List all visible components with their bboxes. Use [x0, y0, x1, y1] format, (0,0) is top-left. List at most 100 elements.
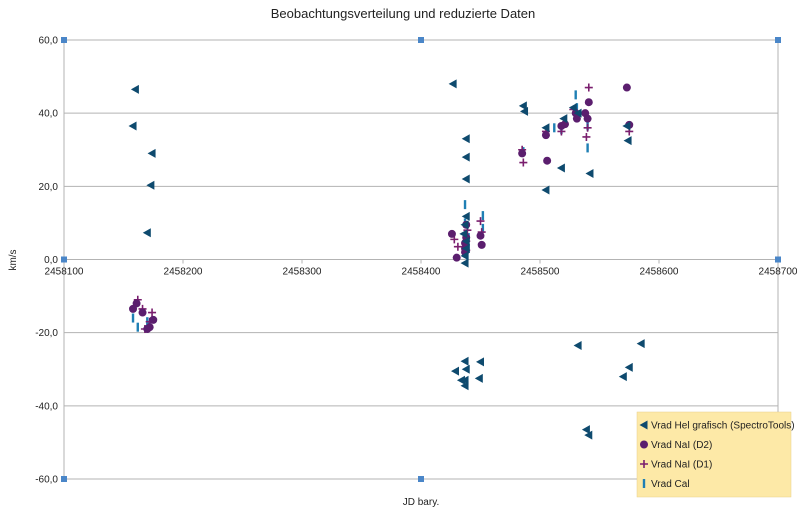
triangle-left-point [559, 114, 568, 124]
axes [61, 37, 781, 482]
circle-point [476, 231, 485, 240]
triangle-left-point [460, 258, 469, 268]
triangle-left-point [460, 220, 469, 230]
vbar-point [463, 200, 467, 210]
plus-point [453, 242, 462, 251]
legend-entry: Vrad Hel grafisch (SpectroTools) [651, 421, 795, 432]
y-tick-labels: -60,0 -40,0 -20,0 0,0 20,0 40,0 60,0 [35, 36, 58, 486]
circle-point [129, 304, 138, 313]
triangle-left-point [461, 134, 470, 144]
triangle-left-point [460, 356, 469, 366]
selection-handle [418, 37, 424, 43]
triangle-left-point [461, 174, 470, 184]
triangle-left-point [556, 163, 565, 173]
x-tick-label: 2458500 [521, 267, 560, 278]
plus-point [519, 158, 528, 167]
triangle-left-point [461, 211, 470, 221]
circle-point [572, 114, 581, 123]
circle-point [584, 98, 593, 107]
triangle-left-point [461, 364, 470, 374]
circle-point [583, 114, 592, 123]
x-tick-label: 2458100 [45, 267, 84, 278]
plus-point [582, 132, 591, 141]
data-marks [128, 79, 645, 440]
selection-handle [61, 37, 67, 43]
y-tick-label: 0,0 [44, 255, 58, 266]
vbar-point [575, 103, 579, 113]
triangle-left-point [461, 244, 470, 254]
triangle-left-point [518, 101, 527, 111]
legend-marker [642, 479, 646, 488]
vbar-point [481, 223, 485, 233]
triangle-left-point [130, 84, 139, 94]
legend-box [636, 411, 792, 498]
triangle-left-point [142, 228, 151, 238]
circle-point [138, 308, 147, 317]
triangle-left-point [448, 79, 457, 89]
triangle-left-point [147, 148, 156, 158]
circle-point [477, 240, 486, 249]
triangle-left-point [461, 152, 470, 162]
legend: Vrad Hel grafisch (SpectroTools) Vrad NaI… [636, 411, 795, 498]
legend-entry: Vrad NaI (D2) [651, 440, 712, 451]
x-tick-label: 2458400 [402, 267, 441, 278]
circle-point [518, 149, 527, 158]
x-tick-label: 2458600 [640, 267, 679, 278]
y-tick-label: -60,0 [35, 475, 58, 486]
chart-title: Beobachtungsverteilung und reduzierte Da… [271, 6, 536, 21]
selection-handle [61, 256, 67, 263]
triangle-left-point [460, 381, 469, 391]
vbar-point [136, 322, 139, 332]
y-tick-label: -40,0 [35, 401, 58, 412]
triangle-left-point [474, 373, 483, 383]
triangle-left-point [573, 108, 582, 118]
legend-marker [640, 440, 648, 449]
x-tick-label: 2458300 [283, 267, 322, 278]
triangle-left-point [461, 236, 470, 246]
y-tick-label: -20,0 [35, 328, 58, 339]
triangle-left-point [541, 123, 550, 133]
triangle-left-point [146, 180, 155, 190]
triangle-left-point [541, 185, 550, 195]
triangle-left-point [584, 430, 593, 440]
y-axis-label: km/s [8, 249, 19, 270]
circle-point [543, 156, 552, 165]
plus-point [584, 83, 593, 92]
triangle-left-point [618, 372, 627, 382]
triangle-left-point [460, 251, 469, 261]
x-tick-labels: 2458100 2458200 2458300 2458400 2458500 24586… [45, 267, 798, 278]
vbar-point [481, 211, 485, 221]
triangle-left-point [520, 106, 529, 116]
triangle-left-point [585, 169, 594, 179]
legend-marker [639, 420, 648, 430]
triangle-left-point [622, 121, 631, 131]
legend-entry: Vrad NaI (D1) [651, 460, 712, 471]
circle-point [622, 83, 631, 92]
circle-point [143, 325, 152, 334]
triangle-left-point [128, 121, 137, 131]
circle-point [452, 253, 461, 262]
y-tick-label: 20,0 [39, 182, 59, 193]
circle-point [149, 315, 158, 324]
vbar-point [574, 90, 577, 100]
triangle-left-point [636, 339, 645, 349]
triangle-left-point [459, 229, 468, 239]
triangle-left-point [581, 425, 590, 435]
plus-point [148, 308, 157, 317]
x-axis-label: JD bary. [403, 497, 440, 508]
triangle-left-point [624, 362, 633, 372]
selection-handle [61, 476, 67, 482]
selection-handle [775, 256, 781, 263]
x-tick-label: 2458200 [164, 267, 203, 278]
selection-handle [775, 37, 781, 43]
y-tick-label: 60,0 [39, 36, 59, 47]
triangle-left-point [568, 103, 577, 113]
legend-marker [640, 460, 648, 468]
plus-point [476, 217, 485, 226]
selection-handle [418, 476, 424, 482]
plus-point [583, 123, 592, 132]
y-tick-label: 40,0 [39, 109, 59, 120]
legend-entry: Vrad Cal [651, 479, 690, 490]
